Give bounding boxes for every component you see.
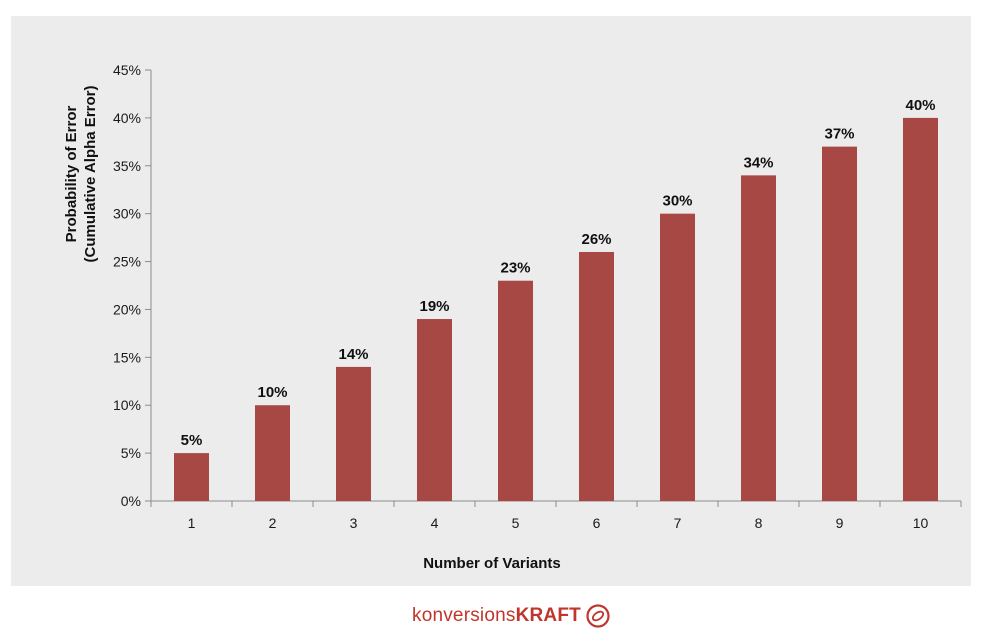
- x-tick-label: 10: [913, 515, 929, 531]
- data-label: 23%: [500, 260, 530, 277]
- bar: [822, 146, 857, 501]
- bar: [174, 453, 209, 501]
- brand-name-light: konversions: [412, 605, 516, 626]
- y-tick-label: 15%: [113, 349, 141, 365]
- bar: [498, 280, 533, 501]
- y-tick-label: 25%: [113, 254, 141, 270]
- bars: [174, 117, 938, 501]
- y-tick-label: 10%: [113, 397, 141, 413]
- y-tick-label: 35%: [113, 158, 141, 174]
- y-tick-label: 0%: [121, 493, 141, 509]
- x-tick-label: 1: [188, 515, 196, 531]
- data-label: 34%: [743, 154, 773, 171]
- bar: [579, 251, 614, 501]
- x-tick-label: 4: [431, 515, 439, 531]
- data-label: 30%: [662, 193, 692, 210]
- bar: [255, 405, 290, 501]
- data-label: 19%: [419, 298, 449, 315]
- x-tick-label: 2: [269, 515, 277, 531]
- x-tick-label: 3: [350, 515, 358, 531]
- x-axis-title: Number of Variants: [423, 555, 561, 572]
- bar: [336, 366, 371, 501]
- y-tick-label: 40%: [113, 110, 141, 126]
- bar-chart: 0% 5% 10% 15% 20% 25% 30% 35% 40% 45% 5% 1 10% 2 14% 3 1…: [63, 62, 962, 572]
- x-tick-label: 9: [836, 515, 844, 531]
- x-tick-label: 5: [512, 515, 520, 531]
- data-label: 5%: [181, 432, 203, 449]
- bar: [660, 213, 695, 501]
- chart-panel: 0% 5% 10% 15% 20% 25% 30% 35% 40% 45% 5% 1 10% 2 14% 3 1…: [11, 16, 971, 586]
- y-tick-label: 5%: [121, 445, 141, 461]
- data-label: 40%: [905, 97, 935, 114]
- x-tick-label: 8: [755, 515, 763, 531]
- data-label: 37%: [824, 126, 854, 143]
- bar: [741, 175, 776, 501]
- y-tick-label: 45%: [113, 62, 141, 78]
- bar: [417, 319, 452, 501]
- labels: 0% 5% 10% 15% 20% 25% 30% 35% 40% 45% 5% 1 10% 2 14% 3 1…: [113, 62, 936, 531]
- y-axis-title: Probability of Error (Cumulative Alpha E…: [63, 86, 99, 263]
- data-label: 10%: [257, 384, 287, 401]
- brand-circle-icon: [586, 604, 610, 628]
- y-tick-label: 20%: [113, 301, 141, 317]
- x-tick-label: 6: [593, 515, 601, 531]
- data-label: 26%: [581, 231, 611, 248]
- y-tick-label: 30%: [113, 206, 141, 222]
- y-axis-title-line2: (Cumulative Alpha Error): [82, 86, 99, 263]
- data-label: 14%: [338, 346, 368, 363]
- y-axis-title-line1: Probability of Error: [63, 105, 80, 242]
- brand-name-bold: KRAFT: [515, 605, 581, 626]
- bar: [903, 117, 938, 501]
- x-tick-label: 7: [674, 515, 682, 531]
- brand-logo: konversions KRAFT: [412, 602, 611, 630]
